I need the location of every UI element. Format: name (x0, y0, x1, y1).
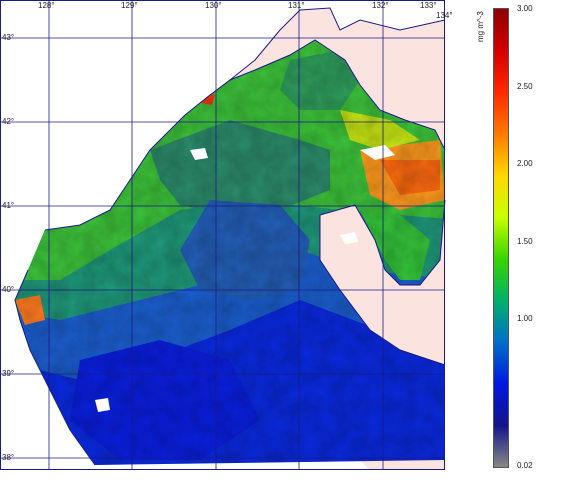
colorbar-tick: 2.00 (517, 159, 533, 168)
map-canvas (0, 0, 446, 470)
colorbar-unit: mg m^-3 (476, 11, 485, 42)
lon-label: 128° (38, 1, 55, 10)
lat-label: 39° (2, 369, 15, 378)
lat-label: 42° (2, 117, 15, 126)
colorbar (493, 8, 509, 468)
colorbar-tick: 1.50 (517, 237, 533, 246)
colorbar-tick: 1.00 (517, 314, 533, 323)
lon-label: 129° (121, 1, 138, 10)
lon-label: 132° (372, 1, 389, 10)
colorbar-tick: 3.00 (517, 4, 533, 13)
lon-label: 134° (436, 11, 453, 20)
cloud-gaps (95, 145, 395, 412)
colorbar-tick: 2.50 (517, 82, 533, 91)
lon-label: 130° (205, 1, 222, 10)
lat-label: 43° (2, 33, 15, 42)
graticule (0, 0, 445, 470)
lat-label: 40° (2, 285, 15, 294)
coastline (14, 39, 446, 466)
coastline-north (229, 7, 446, 81)
lat-label: 41° (2, 201, 15, 210)
lon-label: 133° (420, 1, 437, 10)
lon-label: 131° (288, 1, 305, 10)
lat-label: 38° (2, 453, 15, 462)
colorbar-tick: 0.02 (517, 461, 533, 470)
chlorophyll-map: 128° 129° 130° 131° 132° 133° 134° 43° 4… (0, 0, 453, 470)
